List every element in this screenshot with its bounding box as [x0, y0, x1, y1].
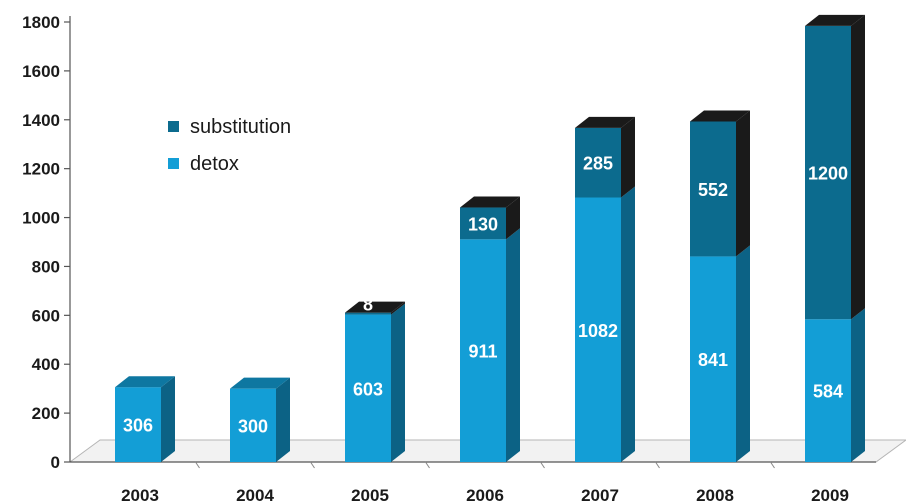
y-tick-label: 800 — [32, 257, 60, 276]
bar-detox-2009 — [805, 319, 851, 462]
bar-detox-side-2005 — [391, 303, 405, 462]
bar-top-2006 — [460, 196, 520, 208]
bar-detox-2004 — [230, 388, 276, 462]
bar-detox-side-2004 — [276, 377, 290, 462]
x-tick-label: 2009 — [811, 486, 849, 504]
y-tick-label: 1000 — [22, 209, 60, 228]
data-label-detox-2006: 911 — [468, 342, 497, 362]
y-tick-label: 1800 — [22, 13, 60, 32]
bar-substitution-side-2007 — [621, 116, 635, 198]
legend-swatch-substitution — [168, 121, 179, 132]
y-tick-label: 1400 — [22, 111, 60, 130]
bar-substitution-2007 — [575, 127, 621, 198]
data-label-detox-2009: 584 — [813, 382, 843, 402]
bar-detox-side-2003 — [161, 376, 175, 462]
data-label-detox-2005: 603 — [353, 379, 383, 399]
bar-substitution-2005 — [345, 312, 391, 315]
bar-detox-side-2009 — [851, 308, 865, 462]
bar-substitution-2009 — [805, 25, 851, 320]
bar-substitution-side-2006 — [506, 196, 520, 240]
data-label-detox-2003: 306 — [123, 416, 153, 436]
data-label-substitution-2005: 8 — [363, 295, 373, 315]
x-tick — [195, 461, 200, 469]
data-label-detox-2004: 300 — [238, 416, 268, 436]
x-tick — [425, 461, 430, 469]
legend: substitution detox — [168, 116, 291, 175]
x-tick-label: 2003 — [121, 486, 159, 504]
x-tick-label: 2006 — [466, 486, 504, 504]
bar-detox-2003 — [115, 387, 161, 462]
bar-detox-side-2007 — [621, 186, 635, 462]
bar-substitution-2008 — [690, 121, 736, 257]
bar-top-2008 — [690, 110, 750, 122]
bar-detox-side-2006 — [506, 228, 520, 462]
legend-label-detox: detox — [190, 153, 239, 175]
x-tick-label: 2005 — [351, 486, 389, 504]
legend-swatch-detox — [168, 158, 179, 169]
y-tick-label: 1600 — [22, 62, 60, 81]
bar-top-2007 — [575, 116, 635, 128]
bar-detox-2005 — [345, 314, 391, 462]
bar-substitution-side-2008 — [736, 110, 750, 257]
y-tick-label: 400 — [32, 355, 60, 374]
bar-substitution-side-2009 — [851, 14, 865, 320]
axes: 0 200 400 600 800 1000 1200 1400 1600 1800 2003 200… — [22, 13, 876, 504]
bar-detox-2007 — [575, 197, 621, 462]
y-tick-label: 1200 — [22, 160, 60, 179]
x-tick — [310, 461, 315, 469]
legend-label-substitution: substitution — [190, 116, 291, 138]
y-tick-label: 0 — [51, 453, 60, 472]
data-label-substitution-2008: 552 — [698, 180, 728, 200]
bar-top-2004 — [230, 377, 290, 389]
bar-substitution-side-2005 — [391, 301, 405, 315]
x-tick-label: 2004 — [236, 486, 274, 504]
bar-detox-2006 — [460, 239, 506, 462]
x-tick — [540, 461, 545, 469]
y-tick-label: 200 — [32, 404, 60, 423]
x-tick-label: 2007 — [581, 486, 619, 504]
data-label-substitution-2006: 130 — [468, 214, 498, 234]
bar-top-2009 — [805, 14, 865, 26]
y-tick-label: 600 — [32, 306, 60, 325]
bar-detox-side-2008 — [736, 245, 750, 462]
bar-substitution-2006 — [460, 207, 506, 240]
data-label-substitution-2009: 1200 — [808, 164, 848, 184]
bar-top-2003 — [115, 376, 175, 388]
bar-top-2005 — [345, 301, 405, 313]
data-label-detox-2008: 841 — [698, 350, 728, 370]
x-tick — [770, 461, 775, 469]
bar-detox-2008 — [690, 256, 736, 462]
x-tick-label: 2008 — [696, 486, 734, 504]
data-label-substitution-2007: 285 — [583, 154, 613, 174]
data-label-detox-2007: 1082 — [578, 321, 618, 341]
data-labels: 306 300 603 8 911 130 1082 285 841 552 584 1200 — [123, 154, 848, 437]
bars — [115, 14, 865, 462]
x-tick — [655, 461, 660, 469]
